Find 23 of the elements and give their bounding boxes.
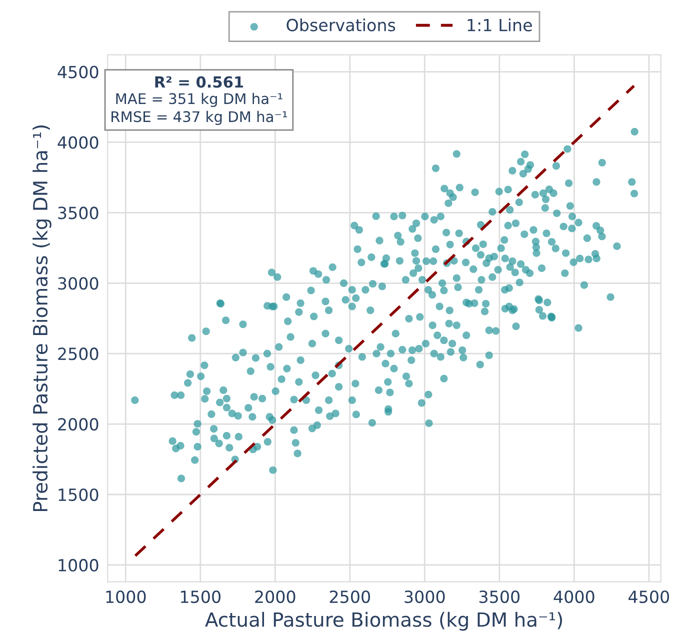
y-tick-label: 3000 [58, 277, 98, 290]
x-tick-label: 2500 [330, 590, 370, 604]
y-axis-title: Predicted Pasture Biomass (kg DM ha⁻¹) [32, 125, 52, 512]
annotation: R² = 0.561 [155, 76, 244, 88]
x-tick-label: 3500 [479, 590, 520, 604]
x-tick-label: 4000 [554, 590, 594, 604]
x-tick-label: 2000 [255, 590, 296, 604]
y-tick-label: 2500 [58, 348, 98, 360]
legend-label: 1:1 Line [468, 18, 532, 32]
annotation: RMSE = 437 kg DM ha⁻¹ [112, 110, 287, 125]
legend-label: Observations [286, 18, 396, 32]
y-tick-label: 3500 [58, 206, 98, 220]
x-tick-label: 1500 [181, 590, 220, 604]
x-tick-label: 1000 [106, 590, 146, 604]
x-axis-title: Actual Pasture Biomass (kg DM ha⁻¹) [205, 612, 562, 631]
y-tick-label: 2000 [58, 418, 98, 431]
x-tick-label: 4500 [628, 590, 670, 604]
annotation: MAE = 351 kg DM ha⁻¹ [116, 92, 282, 107]
y-tick-label: 1500 [58, 488, 98, 502]
y-tick-label: 4500 [58, 66, 98, 78]
y-tick-label: 4000 [58, 136, 98, 149]
y-tick-label: 1000 [58, 558, 98, 572]
x-tick-label: 3000 [404, 590, 445, 604]
